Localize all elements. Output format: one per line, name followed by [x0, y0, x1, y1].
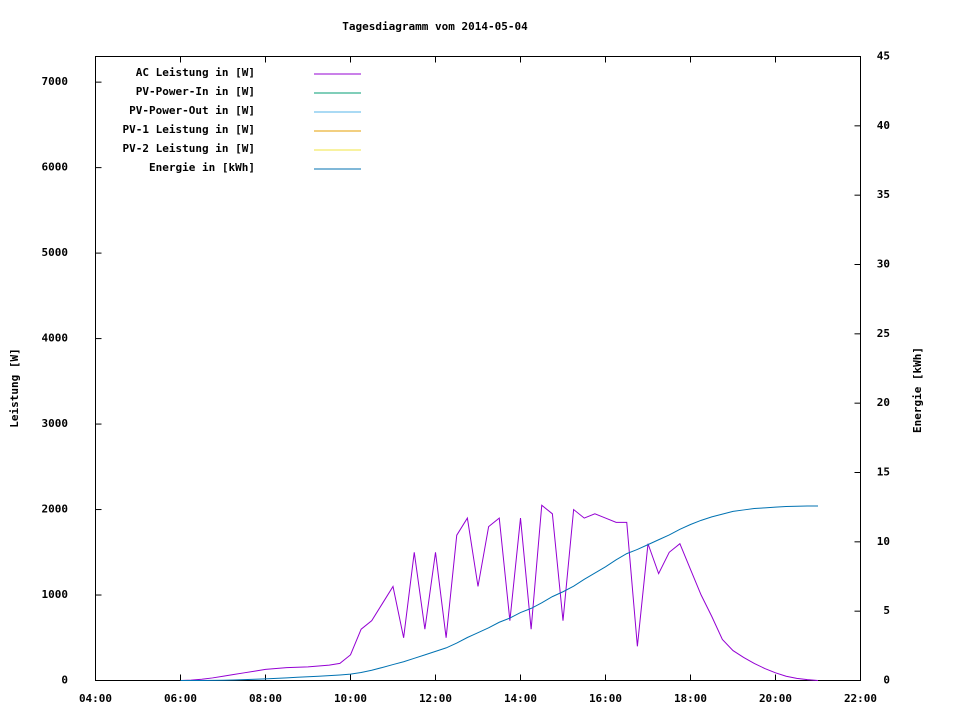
legend-label: PV-2 Leistung in [W] — [123, 142, 255, 155]
y2-tick-label: 0 — [883, 674, 890, 687]
legend-label: PV-Power-Out in [W] — [129, 104, 255, 117]
y2-tick-label: 25 — [877, 327, 890, 340]
x-tick-label: 10:00 — [334, 692, 367, 705]
y-tick-label: 3000 — [42, 417, 69, 430]
y2-tick-label: 10 — [877, 535, 890, 548]
y-axis-label: Leistung [W] — [8, 348, 21, 427]
x-tick-label: 16:00 — [589, 692, 622, 705]
y-tick-label: 2000 — [42, 503, 69, 516]
x-tick-label: 12:00 — [419, 692, 452, 705]
x-tick-label: 08:00 — [249, 692, 282, 705]
y-tick-label: 5000 — [42, 246, 69, 259]
y2-tick-label: 40 — [877, 119, 890, 132]
chart-title: Tagesdiagramm vom 2014-05-04 — [342, 20, 528, 33]
y2-tick-label: 20 — [877, 396, 890, 409]
y-tick-label: 1000 — [42, 588, 69, 601]
x-tick-label: 04:00 — [79, 692, 112, 705]
x-tick-label: 14:00 — [504, 692, 537, 705]
plot-frame — [95, 56, 861, 681]
x-tick-label: 22:00 — [844, 692, 877, 705]
y-tick-label: 0 — [61, 674, 68, 687]
y2-axis-label: Energie [kWh] — [911, 347, 924, 433]
legend-label: AC Leistung in [W] — [136, 66, 255, 79]
y2-tick-label: 15 — [877, 466, 890, 479]
series-line — [180, 505, 818, 681]
y-tick-label: 7000 — [42, 75, 69, 88]
y2-tick-label: 5 — [883, 604, 890, 617]
y-tick-label: 4000 — [42, 332, 69, 345]
legend-label: Energie in [kWh] — [149, 161, 255, 174]
x-tick-label: 18:00 — [674, 692, 707, 705]
y2-tick-label: 30 — [877, 258, 890, 271]
legend-label: PV-1 Leistung in [W] — [123, 123, 255, 136]
x-tick-label: 20:00 — [759, 692, 792, 705]
x-tick-label: 06:00 — [164, 692, 197, 705]
y-tick-label: 6000 — [42, 161, 69, 174]
y2-tick-label: 35 — [877, 188, 890, 201]
y2-tick-label: 45 — [877, 50, 890, 63]
series-line — [180, 504, 819, 681]
legend-label: PV-Power-In in [W] — [136, 85, 255, 98]
